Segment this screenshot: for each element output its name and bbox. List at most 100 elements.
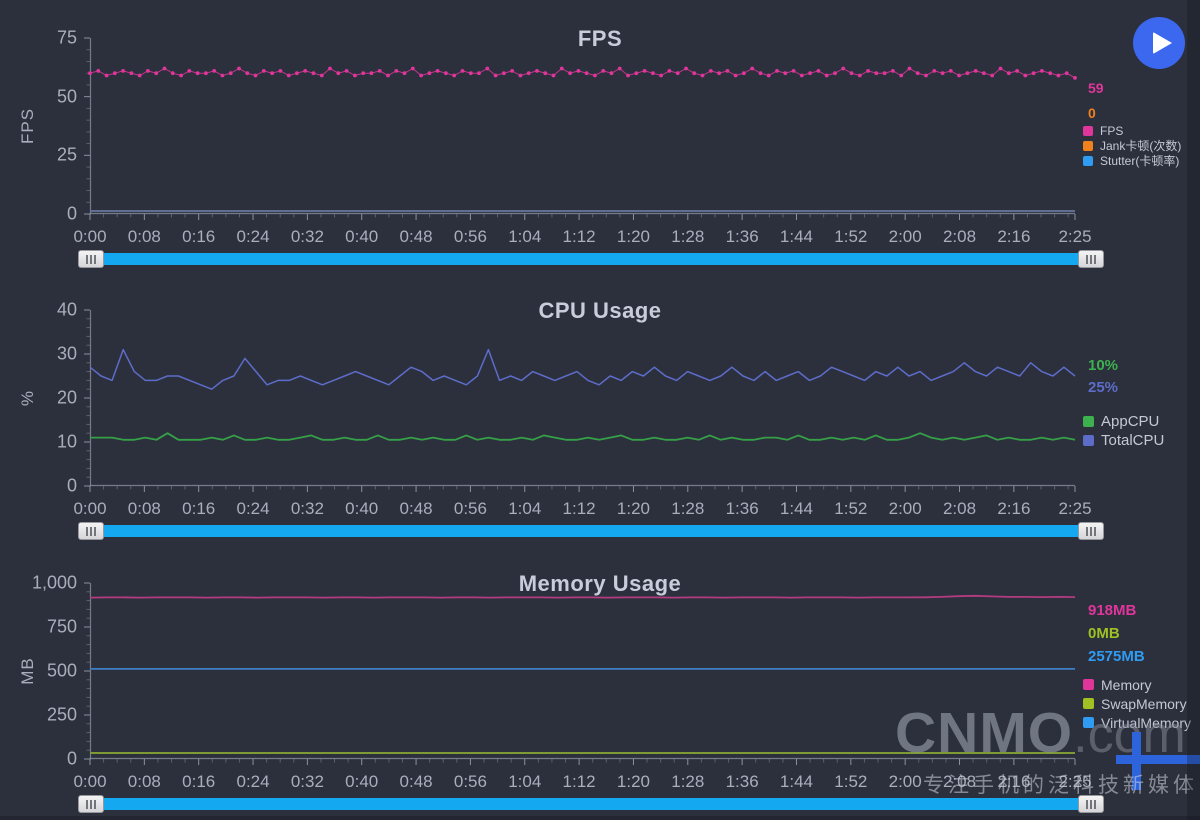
y-axis-tick-label: 750 <box>46 616 77 637</box>
x-axis-tick-label: 0:08 <box>127 499 161 518</box>
y-axis-tick-label: 0 <box>66 203 77 224</box>
legend-item-fps[interactable]: FPS <box>1083 123 1181 138</box>
memory-scrubber[interactable] <box>78 795 1104 813</box>
memory-current-value: 918MB <box>1088 602 1137 619</box>
screen-edge-shade <box>1187 0 1200 820</box>
x-axis-tick-label: 1:52 <box>834 499 868 518</box>
y-axis-tick-label: 250 <box>46 704 77 725</box>
fps-chart-title: FPS <box>577 26 623 52</box>
cpu-scrubber-bar[interactable] <box>101 525 1081 537</box>
legend-item-memory[interactable]: Memory <box>1083 675 1191 694</box>
swapmemory-legend-swatch <box>1083 698 1094 709</box>
memory-scrubber-left-handle[interactable] <box>78 795 104 813</box>
TotalCPU-series-line <box>89 348 1076 390</box>
cpu-scrubber-right-handle[interactable] <box>1078 522 1104 540</box>
x-axis-tick-label: 1:28 <box>671 499 705 518</box>
legend-item-jank[interactable]: Jank卡顿(次数) <box>1083 138 1181 153</box>
y-axis-tick-label: 50 <box>56 86 77 107</box>
virtualmemory-current-value: 2575MB <box>1088 648 1145 665</box>
x-axis-tick-label: 0:16 <box>182 227 216 246</box>
memory-y-axis-labels: 0 250 500 750 1,000 <box>0 573 83 769</box>
x-axis-tick-label: 0:32 <box>290 227 324 246</box>
x-axis-tick-label: 0:40 <box>345 499 379 518</box>
totalcpu-legend-swatch <box>1083 435 1094 446</box>
legend-label: AppCPU <box>1101 413 1160 430</box>
x-axis-tick-label: 1:20 <box>616 772 650 791</box>
cpu-scrubber-left-handle[interactable] <box>78 522 104 540</box>
x-axis-tick-label: 0:16 <box>182 499 216 518</box>
x-axis-tick-label: 1:44 <box>779 499 814 518</box>
fps-chart-section: FPS FPS 0 25 50 75 0:00 0:08 0:16 0:24 0:32 0:40… <box>0 0 1200 272</box>
legend-item-stutter[interactable]: Stutter(卡顿率) <box>1083 153 1181 168</box>
x-axis-tick-label: 1:52 <box>834 227 868 246</box>
virtualmemory-legend-swatch <box>1083 717 1094 728</box>
x-axis-tick-label: 2:16 <box>997 227 1031 246</box>
x-axis-tick-label: 0:56 <box>453 499 487 518</box>
x-axis-tick-label: 1:12 <box>562 227 596 246</box>
x-axis-tick-label: 0:48 <box>399 772 433 791</box>
memory-legend-swatch <box>1083 679 1094 690</box>
y-axis-tick-label: 40 <box>56 299 77 320</box>
x-axis-tick-label: 0:08 <box>127 227 161 246</box>
swapmemory-current-value: 0MB <box>1088 625 1120 642</box>
x-axis-tick-label: 1:20 <box>616 227 650 246</box>
x-axis-tick-label: 2:16 <box>997 499 1031 518</box>
x-axis-tick-label: 1:44 <box>779 227 814 246</box>
fps-scrubber[interactable] <box>78 250 1104 268</box>
legend-item-swapmemory[interactable]: SwapMemory <box>1083 694 1191 713</box>
x-axis-tick-label: 0:40 <box>345 227 379 246</box>
jank-current-value: 0 <box>1088 105 1096 121</box>
x-axis-tick-label: 0:24 <box>236 499 270 518</box>
y-axis-tick-label: 500 <box>46 660 77 681</box>
y-axis-tick-label: 75 <box>56 27 77 48</box>
x-axis-tick-label: 1:12 <box>562 772 596 791</box>
grip-icon <box>86 799 88 809</box>
memory-chart-title: Memory Usage <box>518 571 682 597</box>
cpu-scrubber[interactable] <box>78 522 1104 540</box>
fps-x-axis-labels: 0:00 0:08 0:16 0:24 0:32 0:40 0:48 0:56 1:04 1:12… <box>73 227 1091 249</box>
x-axis-tick-label: 1:04 <box>508 772 542 791</box>
x-axis-tick-label: 2:08 <box>942 227 977 246</box>
legend-label: VirtualMemory <box>1101 714 1191 731</box>
jank-legend-swatch <box>1083 140 1093 151</box>
x-axis-tick-label: 2:25 <box>1058 499 1092 518</box>
play-icon <box>1152 32 1172 54</box>
fps-scrubber-right-handle[interactable] <box>1078 250 1104 268</box>
x-axis-tick-label: 1:36 <box>725 227 759 246</box>
legend-label: SwapMemory <box>1101 695 1187 712</box>
x-axis-tick-label: 1:28 <box>671 227 705 246</box>
x-axis-tick-label: 0:48 <box>399 499 433 518</box>
legend-item-totalcpu[interactable]: TotalCPU <box>1083 431 1164 450</box>
AppCPU-series-line <box>90 432 1076 441</box>
grip-icon <box>1086 254 1088 264</box>
x-axis-tick-label: 0:32 <box>290 772 324 791</box>
cpu-y-axis-labels: 0 10 20 30 40 <box>0 300 83 496</box>
memory-chart-section: Memory Usage MB 0 250 500 750 1,000 0:00 0:08… <box>0 545 1200 817</box>
x-axis-tick-label: 2:25 <box>1058 772 1092 791</box>
grip-icon <box>1086 799 1088 809</box>
x-axis-tick-label: 1:44 <box>779 772 814 791</box>
memory-scrubber-bar[interactable] <box>101 798 1081 810</box>
x-axis-tick-label: 1:20 <box>616 499 650 518</box>
x-axis-tick-label: 2:16 <box>997 772 1031 791</box>
x-axis-tick-label: 0:00 <box>73 772 107 791</box>
x-axis-tick-label: 0:24 <box>236 772 270 791</box>
legend-item-appcpu[interactable]: AppCPU <box>1083 412 1164 431</box>
x-axis-tick-label: 2:08 <box>942 772 977 791</box>
fps-plot <box>84 37 1077 220</box>
play-button[interactable] <box>1133 17 1185 69</box>
x-axis-tick-label: 2:08 <box>942 499 977 518</box>
fps-legend-swatch <box>1083 125 1093 136</box>
x-axis-tick-label: 1:52 <box>834 772 868 791</box>
fps-scrubber-bar[interactable] <box>101 253 1081 265</box>
x-axis-tick-label: 0:56 <box>453 227 487 246</box>
Memory-series-line <box>89 594 1076 599</box>
legend-label: Jank卡顿(次数) <box>1100 139 1182 153</box>
memory-scrubber-right-handle[interactable] <box>1078 795 1104 813</box>
x-axis-tick-label: 0:40 <box>345 772 379 791</box>
fps-scrubber-left-handle[interactable] <box>78 250 104 268</box>
y-axis-tick-label: 0 <box>66 475 77 496</box>
x-axis-tick-label: 1:36 <box>725 772 759 791</box>
legend-item-virtualmemory[interactable]: VirtualMemory <box>1083 713 1191 732</box>
